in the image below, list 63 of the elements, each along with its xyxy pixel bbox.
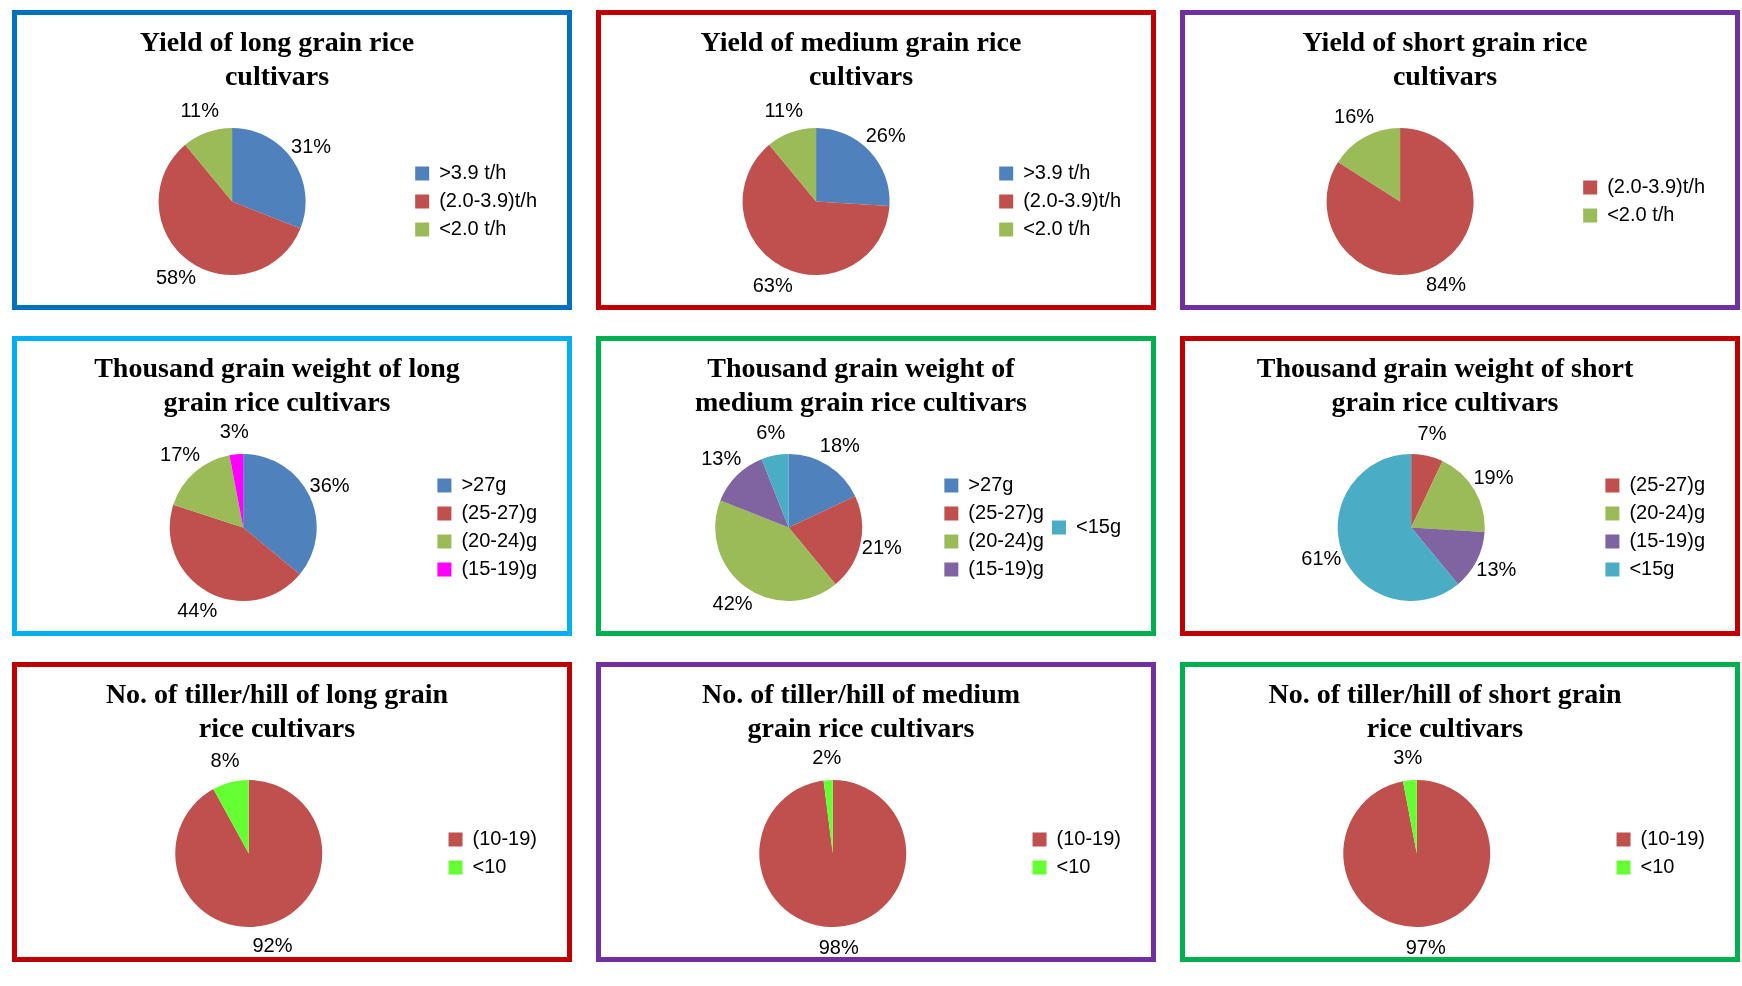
legend-label: <15g bbox=[1629, 557, 1675, 580]
data-label: 3% bbox=[1393, 745, 1423, 768]
legend-label: >27g bbox=[968, 473, 1014, 496]
legend-label: (15-19)g bbox=[1629, 529, 1706, 552]
legend-label: (10-19) bbox=[1640, 827, 1706, 850]
data-label: 92% bbox=[252, 933, 293, 956]
chart-title: Yield of short grain rice cultivars bbox=[1301, 25, 1589, 93]
data-label: 42% bbox=[712, 592, 753, 615]
legend-label: <10 bbox=[1056, 855, 1091, 878]
legend-label: >3.9 t/h bbox=[439, 161, 507, 184]
legend-label: (2.0-3.9)t/h bbox=[1023, 189, 1122, 212]
data-label: 21% bbox=[861, 535, 903, 558]
legend-label: >3.9 t/h bbox=[1023, 161, 1091, 184]
data-label: 18% bbox=[819, 434, 861, 457]
legend-label: (15-19)g bbox=[461, 557, 538, 580]
data-label: 58% bbox=[155, 266, 197, 289]
legend-label: (25-27)g bbox=[461, 501, 538, 524]
chart-title: Thousand grain weight of medium grain rice cultivars bbox=[693, 351, 1029, 419]
legend-label: <15g bbox=[1075, 515, 1122, 538]
data-label: 11% bbox=[764, 99, 804, 122]
data-label: 63% bbox=[752, 274, 793, 297]
legend-label: <10 bbox=[1640, 855, 1675, 878]
data-label: 2% bbox=[812, 745, 842, 768]
legend-label: (2.0-3.9)t/h bbox=[1607, 175, 1706, 198]
data-label: 13% bbox=[1476, 558, 1517, 581]
legend-label: <2.0 t/h bbox=[439, 217, 507, 240]
chart-title: No. of tiller/hill of short grain rice cultivars bbox=[1267, 677, 1623, 745]
legend-label: <2.0 t/h bbox=[1023, 217, 1091, 240]
data-label: 13% bbox=[701, 447, 742, 470]
data-label: 98% bbox=[818, 936, 859, 959]
chart-title: Yield of medium grain rice cultivars bbox=[699, 25, 1023, 93]
data-label: 17% bbox=[160, 443, 201, 466]
data-label: 16% bbox=[1334, 105, 1375, 128]
legend-label: >27g bbox=[461, 473, 507, 496]
data-label: 36% bbox=[309, 474, 350, 497]
legend-label: (10-19) bbox=[472, 827, 538, 850]
data-label: 8% bbox=[210, 748, 240, 771]
data-label: 19% bbox=[1473, 466, 1514, 489]
data-label: 31% bbox=[291, 135, 332, 158]
legend-label: (20-24)g bbox=[1629, 501, 1706, 524]
data-label: 11% bbox=[180, 99, 220, 122]
data-label: 44% bbox=[177, 598, 218, 621]
data-label: 7% bbox=[1417, 421, 1447, 444]
chart-title: No. of tiller/hill of long grain rice cultivars bbox=[104, 677, 450, 745]
chart-title: No. of tiller/hill of medium grain rice cultivars bbox=[700, 677, 1022, 745]
data-label: 3% bbox=[219, 419, 249, 442]
legend-label: (15-19)g bbox=[968, 557, 1044, 580]
legend-label: <10 bbox=[472, 855, 507, 878]
data-label: 84% bbox=[1426, 272, 1467, 295]
chart-title: Yield of long grain rice cultivars bbox=[138, 25, 416, 93]
legend-label: (25-27)g bbox=[1629, 473, 1706, 496]
legend-label: (2.0-3.9)t/h bbox=[439, 189, 538, 212]
data-label: 97% bbox=[1405, 936, 1446, 959]
legend-label: (20-24)g bbox=[968, 529, 1044, 552]
legend-label: (10-19) bbox=[1056, 827, 1122, 850]
legend-label: (20-24)g bbox=[461, 529, 538, 552]
legend-label: <2.0 t/h bbox=[1607, 203, 1675, 226]
data-label: 61% bbox=[1301, 547, 1342, 570]
data-label: 6% bbox=[756, 421, 786, 444]
data-label: 26% bbox=[865, 123, 906, 146]
legend-label: (25-27)g bbox=[968, 501, 1044, 524]
chart-title: Thousand grain weight of short grain rice cultivars bbox=[1255, 351, 1635, 419]
chart-title: Thousand grain weight of long grain rice cultivars bbox=[93, 351, 461, 419]
